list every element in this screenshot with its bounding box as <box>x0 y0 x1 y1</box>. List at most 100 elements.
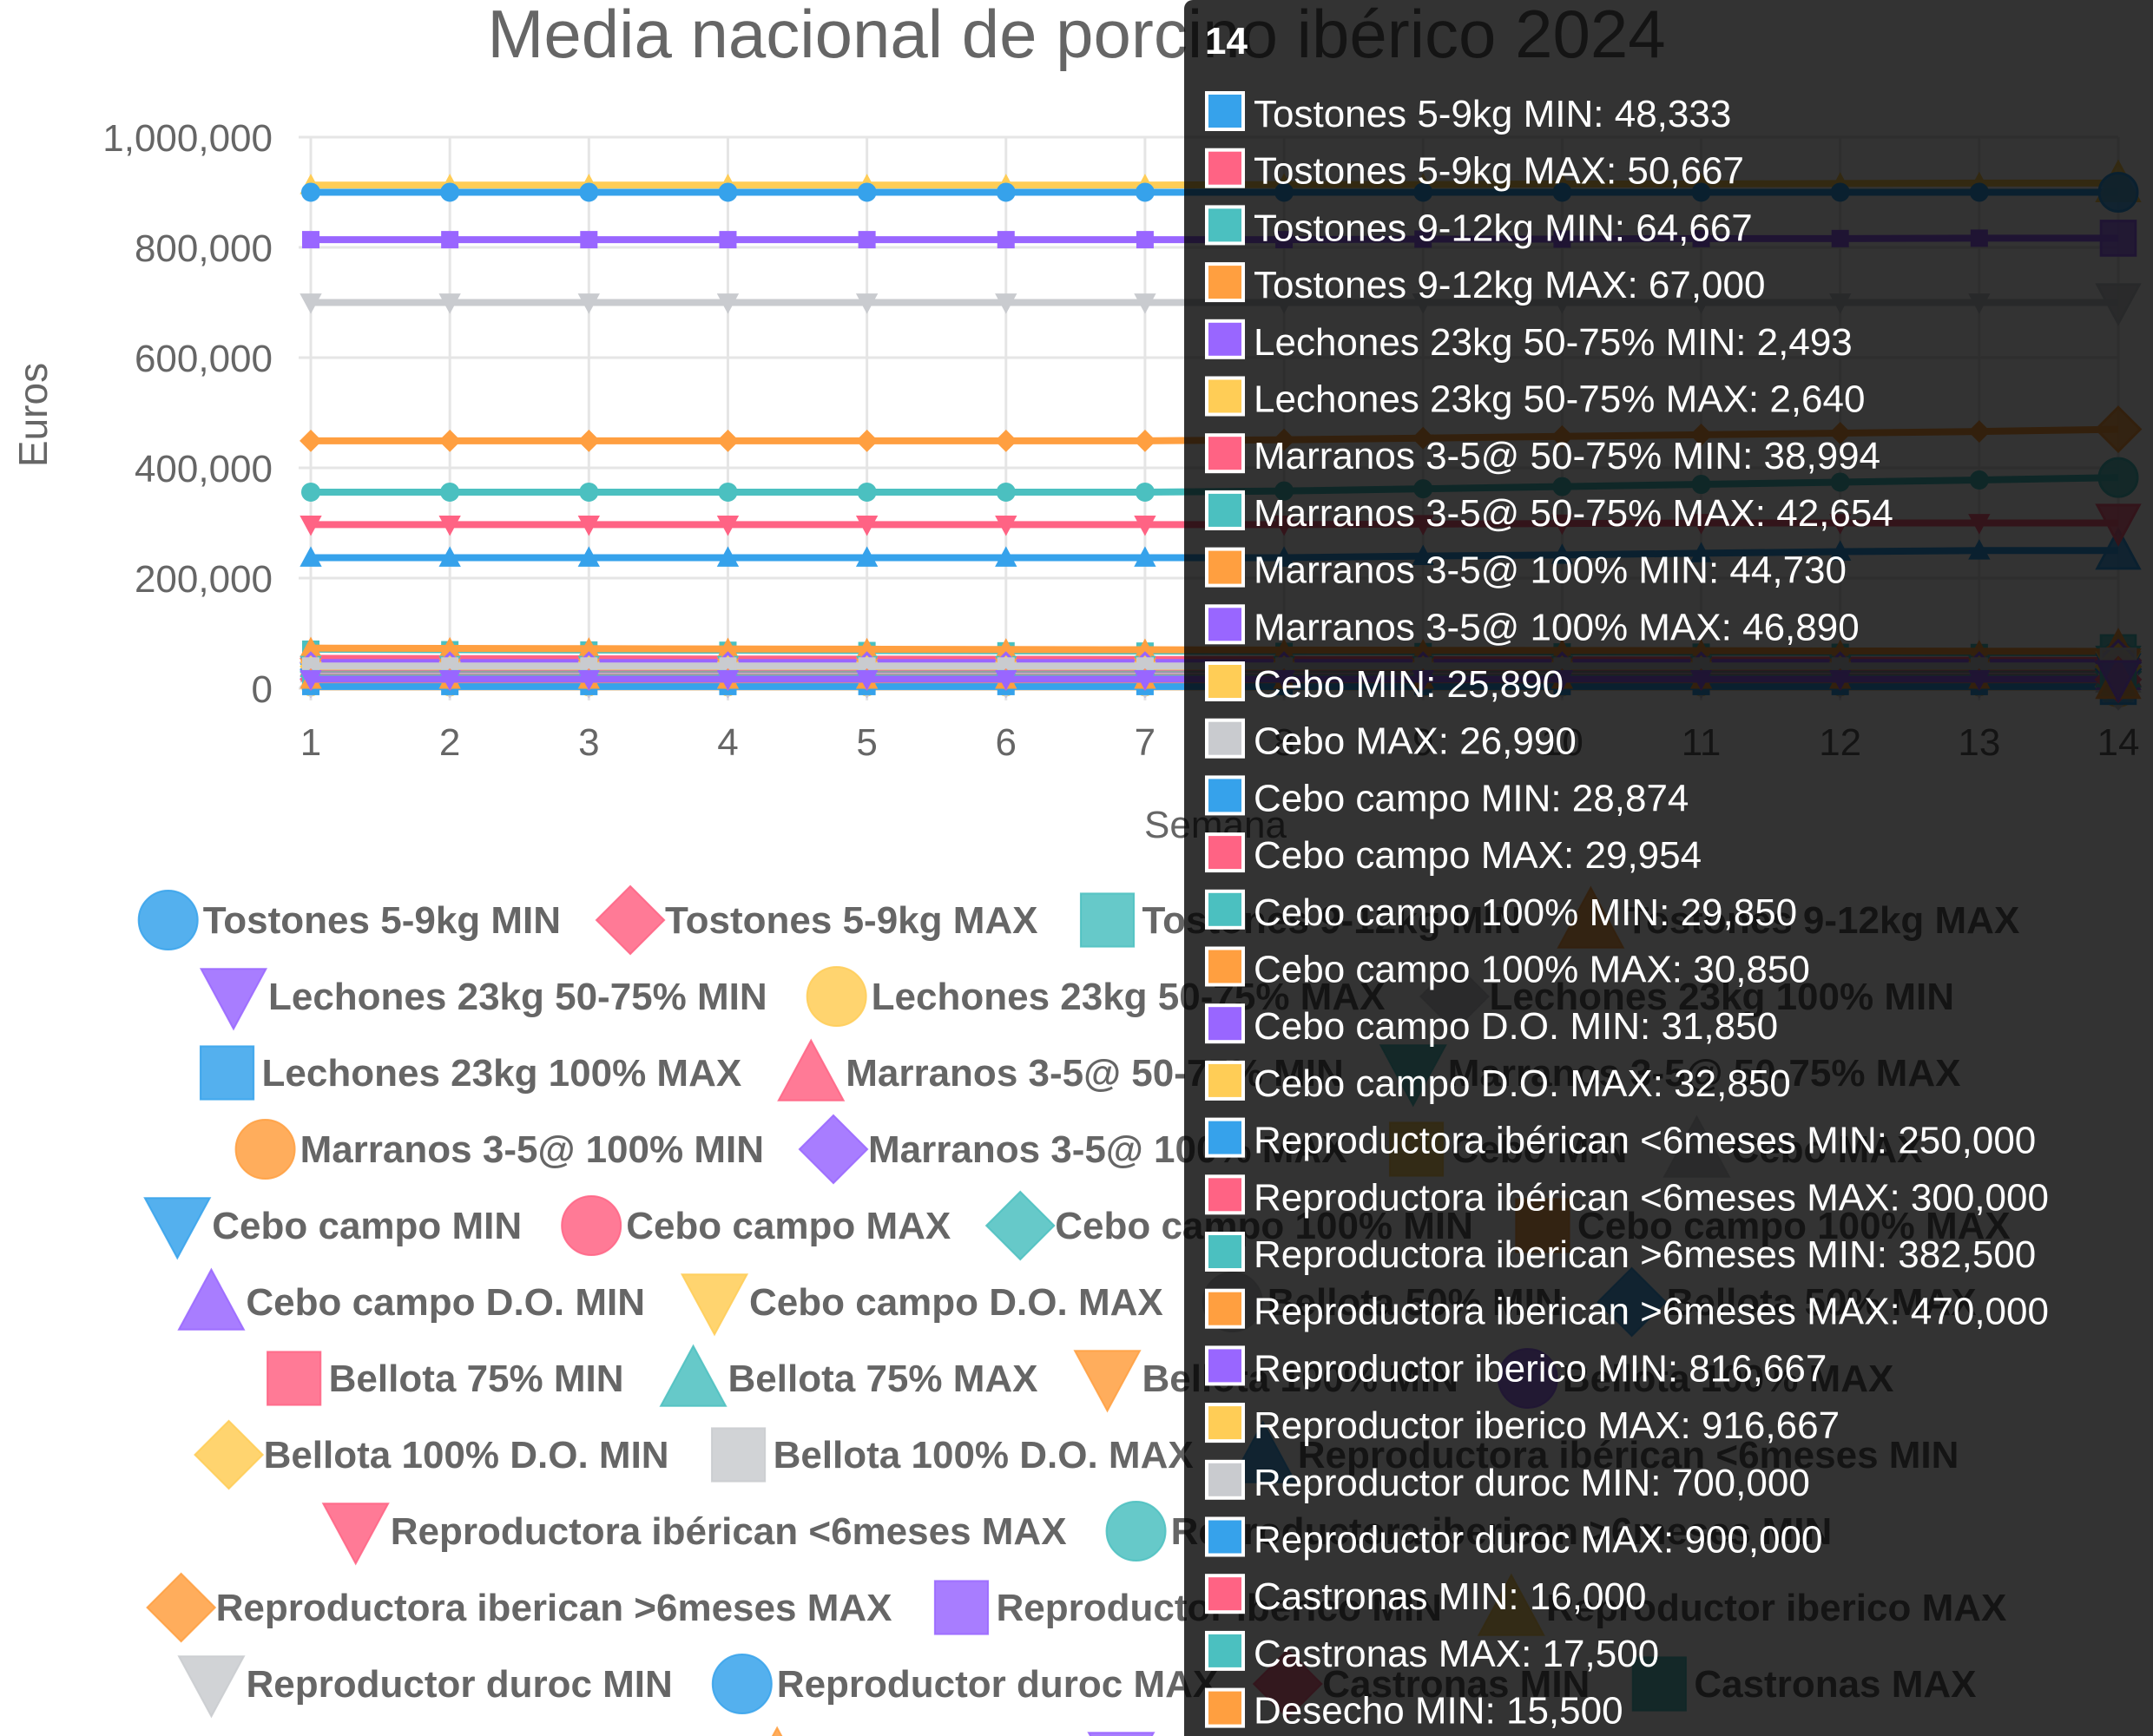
tooltip-swatch <box>1208 608 1241 641</box>
legend-item[interactable]: Tostones 5-9kg MIN <box>137 890 561 950</box>
legend-item[interactable]: Cebo campo MIN <box>143 1197 522 1260</box>
legend-label: Reproductora iberican >6meses MAX <box>216 1587 892 1629</box>
data-point <box>718 482 738 502</box>
tooltip-swatch <box>1208 836 1241 870</box>
tooltip-swatch <box>1208 151 1241 185</box>
legend-item[interactable]: Bellota 100% D.O. MAX <box>710 1427 1194 1483</box>
tooltip-item: Lechones 23kg 50-75% MIN: 2,493 <box>1205 319 1853 364</box>
x-tick-label: 2 <box>439 721 460 764</box>
data-point <box>300 670 322 691</box>
data-point <box>855 429 879 452</box>
data-point <box>996 182 1016 202</box>
y-tick-label: 1,000,000 <box>102 117 273 160</box>
tooltip-swatch <box>1208 493 1241 527</box>
legend-item[interactable]: Reproductor duroc MAX <box>711 1654 1218 1714</box>
tooltip-swatch <box>1208 1349 1241 1383</box>
tooltip-label: Tostones 9-12kg MIN: 64,667 <box>1254 207 1753 249</box>
tooltip-label: Cebo campo 100% MIN: 29,850 <box>1254 891 1797 934</box>
legend-item[interactable]: Reproductora iberican >6meses MAX <box>146 1572 892 1643</box>
x-tick-label: 3 <box>578 721 599 764</box>
tooltip-label: Castronas MIN: 16,000 <box>1254 1575 1646 1618</box>
tooltip-item: Marranos 3-5@ 50-75% MIN: 38,994 <box>1205 433 1880 477</box>
tooltip-label: Marranos 3-5@ 100% MAX: 46,890 <box>1254 606 1860 648</box>
legend-label: Cebo campo MIN <box>212 1205 522 1247</box>
tooltip-label: Reproductor duroc MIN: 700,000 <box>1254 1462 1810 1504</box>
legend-item[interactable]: Cebo campo MAX <box>561 1195 951 1256</box>
legend-item[interactable]: Tostones 5-9kg MAX <box>595 884 1038 956</box>
tooltip-item: Cebo campo 100% MIN: 29,850 <box>1205 889 1797 934</box>
data-point <box>302 231 319 249</box>
legend-label: Lechones 23kg 100% MAX <box>262 1052 742 1095</box>
tooltip-item: Castronas MIN: 16,000 <box>1205 1574 1646 1618</box>
legend-marker-icon <box>143 1197 212 1260</box>
data-point <box>441 231 459 249</box>
tooltip-swatch <box>1208 1691 1241 1725</box>
tooltip-item: Reproductora iberican >6meses MAX: 470,0… <box>1205 1288 2049 1333</box>
data-point <box>438 546 461 567</box>
legend-item[interactable]: Cebo campo D.O. MAX <box>680 1273 1163 1337</box>
tooltip-label: Tostones 9-12kg MAX: 67,000 <box>1254 264 1765 306</box>
data-point <box>995 670 1017 691</box>
tooltip-label: Cebo campo 100% MAX: 30,850 <box>1254 949 1810 991</box>
legend-item[interactable]: Lechones 23kg 50-75% MIN <box>199 968 767 1031</box>
legend-item[interactable]: Desecho MAX <box>1087 1732 1411 1736</box>
tooltip-item: Tostones 5-9kg MAX: 50,667 <box>1205 148 1744 193</box>
legend-item[interactable]: Marranos 3-5@ 100% MIN <box>234 1119 764 1180</box>
tooltip-label: Marranos 3-5@ 100% MIN: 44,730 <box>1254 549 1847 592</box>
legend-item[interactable]: Lechones 23kg 100% MAX <box>199 1045 742 1101</box>
legend-marker-icon <box>137 890 199 950</box>
data-point <box>996 482 1016 502</box>
data-point <box>438 293 461 314</box>
data-point <box>716 293 740 314</box>
data-point <box>857 182 877 202</box>
data-point <box>577 293 600 314</box>
legend-marker-icon <box>710 1427 767 1483</box>
legend-marker-icon <box>1079 892 1136 948</box>
x-tick-label: 7 <box>1135 721 1156 764</box>
tooltip-label: Marranos 3-5@ 50-75% MAX: 42,654 <box>1254 492 1893 535</box>
tooltip-swatch <box>1208 379 1241 413</box>
legend-marker-icon <box>984 1190 1056 1261</box>
legend-item[interactable]: Reproductor duroc MIN <box>177 1655 673 1719</box>
data-point <box>855 293 879 314</box>
legend-item[interactable]: Bellota 100% D.O. MIN <box>194 1419 669 1490</box>
tooltip-item: Reproductor duroc MIN: 700,000 <box>1205 1459 1810 1504</box>
data-point <box>716 516 740 536</box>
tooltip-item: Reproductora iberican >6meses MIN: 382,5… <box>1205 1232 2036 1276</box>
tooltip-swatch <box>1208 437 1241 470</box>
tooltip-label: Cebo MIN: 25,890 <box>1254 663 1564 706</box>
tooltip-swatch <box>1208 1406 1241 1440</box>
legend-item[interactable]: Desecho MIN <box>745 1726 1052 1736</box>
data-point <box>855 546 879 567</box>
y-axis-ticks: 0 200,000 400,000 600,000 800,000 1,000,000 <box>102 117 273 711</box>
tooltip-swatch <box>1208 208 1241 242</box>
legend-marker-icon <box>595 884 666 956</box>
data-point <box>438 516 461 536</box>
tooltip-swatch <box>1208 950 1241 983</box>
data-point <box>579 482 599 502</box>
legend-item[interactable]: Bellota 75% MAX <box>659 1344 1038 1407</box>
data-point <box>1136 231 1154 249</box>
data-point <box>440 182 460 202</box>
legend-item[interactable]: Bellota 75% MIN <box>267 1351 624 1406</box>
legend-marker-icon <box>177 1655 246 1719</box>
data-point <box>438 670 461 691</box>
data-point <box>1134 670 1156 691</box>
data-point <box>995 546 1017 567</box>
tooltip-item: Desecho MIN: 15,500 <box>1205 1687 1623 1733</box>
data-point <box>716 546 740 567</box>
legend-item[interactable]: Reproductora ibérican <6meses MAX <box>321 1503 1067 1566</box>
tooltip-item: Cebo campo D.O. MAX: 32,850 <box>1205 1060 1791 1105</box>
tooltip-item: Reproductor duroc MAX: 900,000 <box>1205 1516 1823 1562</box>
legend-label: Cebo campo D.O. MAX <box>749 1281 1163 1324</box>
legend-marker-icon <box>680 1273 749 1337</box>
x-tick-label: 1 <box>300 721 321 764</box>
legend-marker-icon <box>1105 1501 1167 1562</box>
legend-label: Bellota 100% D.O. MAX <box>774 1434 1194 1476</box>
data-point <box>857 482 877 502</box>
legend-item[interactable]: Cebo campo D.O. MIN <box>177 1267 645 1331</box>
data-point <box>719 231 737 249</box>
legend-label: Cebo campo D.O. MIN <box>246 1281 645 1324</box>
tooltip-label: Lechones 23kg 50-75% MIN: 2,493 <box>1254 321 1853 364</box>
